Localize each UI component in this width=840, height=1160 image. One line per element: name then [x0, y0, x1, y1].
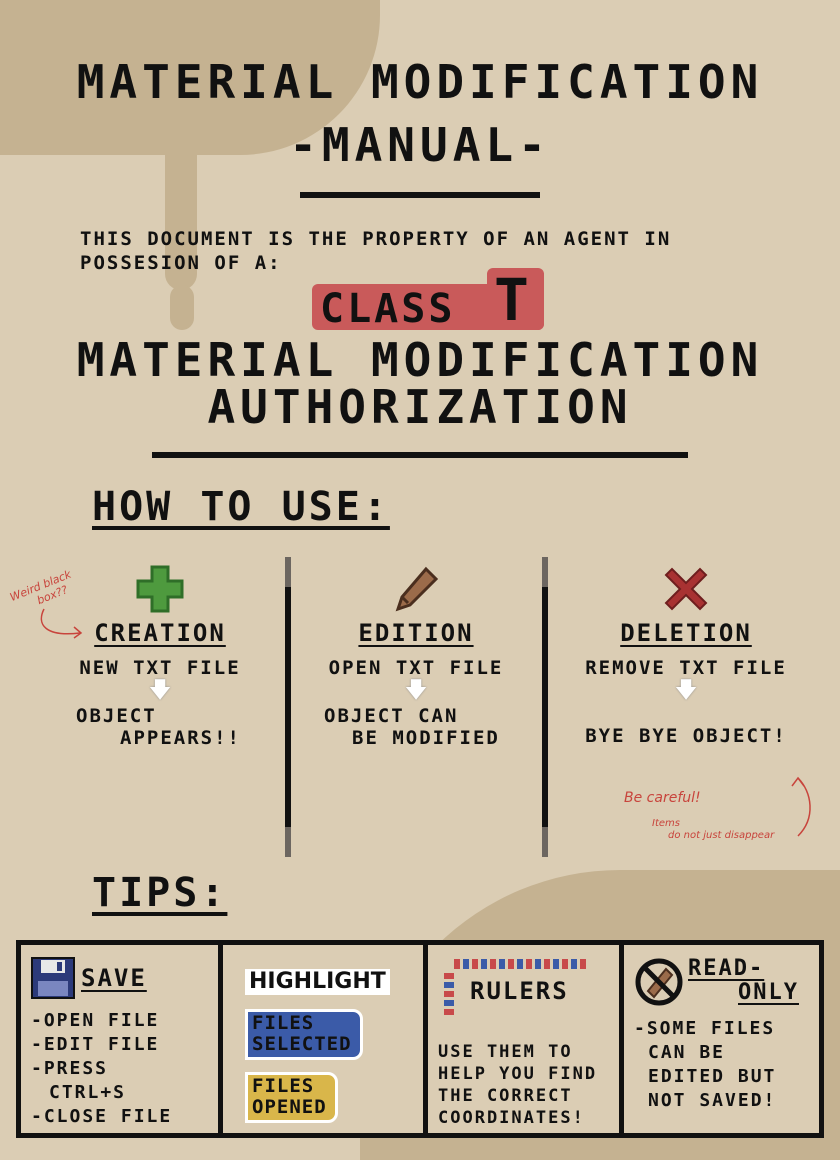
column-divider-1 [285, 557, 291, 857]
save-title: SAVE [81, 964, 147, 992]
save-step-3-keys: CTRL+S [49, 1082, 127, 1103]
tips-heading: TIPS: [92, 870, 228, 916]
down-arrow-icon: 🡇 [404, 678, 428, 703]
read-only-line-4: NOT SAVED! [648, 1090, 777, 1111]
tip-highlight: HIGHLIGHT FILES SELECTED FILES OPENED [223, 945, 428, 1133]
tip-save: SAVE -OPEN FILE -EDIT FILE -PRESS CTRL+S… [21, 945, 223, 1133]
column-divider-2 [542, 557, 548, 857]
deletion-column: DELETION REMOVE TXT FILE 🡇 BYE BYE OBJEC… [556, 565, 816, 747]
down-arrow-icon: 🡇 [148, 678, 172, 703]
down-arrow-icon: 🡇 [674, 678, 698, 703]
coffee-stain-drip [165, 140, 197, 290]
curved-arrow-icon [40, 608, 83, 639]
files-opened-tag: FILES OPENED [245, 1072, 338, 1123]
save-step-2: -EDIT FILE [31, 1034, 160, 1055]
deletion-result-2: BYE BYE OBJECT! [585, 725, 787, 747]
class-letter: T [494, 266, 531, 334]
rulers-line-1: USE THEM TO [438, 1042, 573, 1062]
authorization-line-1: MATERIAL MODIFICATION [76, 333, 764, 387]
creation-label: CREATION [94, 619, 226, 647]
authorization-line-2: AUTHORIZATION [207, 380, 633, 434]
creation-result-1: OBJECT [76, 705, 157, 727]
save-step-3: -PRESS [31, 1058, 109, 1079]
rulers-line-4: COORDINATES! [438, 1108, 585, 1128]
creation-action: NEW TXT FILE [79, 657, 241, 679]
read-only-title-2: ONLY [738, 980, 799, 1005]
no-edit-icon [635, 958, 683, 1006]
save-step-1: -OPEN FILE [31, 1010, 160, 1031]
edition-column: EDITION OPEN TXT FILE 🡇 OBJECT CAN BE MO… [286, 565, 546, 749]
page-subtitle: -MANUAL- [289, 118, 551, 172]
class-badge: CLASS T [312, 266, 544, 334]
read-only-title-1: READ- [688, 956, 765, 981]
edition-result-1: OBJECT CAN [324, 705, 459, 727]
note-items: Items [652, 818, 680, 829]
highlight-title: HIGHLIGHT [245, 969, 390, 995]
how-to-use-heading: HOW TO USE: [92, 484, 390, 530]
floppy-disk-icon [31, 957, 75, 999]
title-divider [300, 192, 540, 198]
deletion-label: DELETION [620, 619, 752, 647]
note-be-careful: Be careful! [624, 790, 701, 806]
rulers-line-2: HELP YOU FIND [438, 1064, 598, 1084]
pencil-icon [392, 565, 440, 613]
read-only-line-2: CAN BE [648, 1042, 726, 1063]
creation-result-2: APPEARS!! [120, 727, 241, 749]
save-step-4: -CLOSE FILE [31, 1106, 173, 1127]
class-word: CLASS [320, 286, 456, 332]
tips-panel: SAVE -OPEN FILE -EDIT FILE -PRESS CTRL+S… [16, 940, 824, 1138]
note-disappear: do not just disappear [668, 830, 775, 841]
deletion-action: REMOVE TXT FILE [585, 657, 787, 679]
curved-arrow-icon [791, 776, 811, 837]
red-x-icon [662, 565, 710, 613]
vertical-ruler-icon [444, 973, 454, 1017]
creation-column: CREATION NEW TXT FILE 🡇 OBJECT APPEARS!! [30, 565, 290, 749]
files-selected-tag: FILES SELECTED [245, 1009, 363, 1060]
rulers-line-3: THE CORRECT [438, 1086, 573, 1106]
horizontal-ruler-icon [454, 959, 586, 969]
rulers-title: RULERS [470, 977, 569, 1005]
green-plus-icon [136, 565, 184, 613]
tip-rulers: RULERS USE THEM TO HELP YOU FIND THE COR… [428, 945, 624, 1133]
property-line-2: POSSESION OF A: [80, 252, 282, 274]
authorization-divider [152, 452, 688, 458]
property-line-1: THIS DOCUMENT IS THE PROPERTY OF AN AGEN… [80, 228, 672, 250]
coffee-stain-top [0, 0, 380, 155]
deletion-result-1 [556, 705, 816, 725]
read-only-line-1: -SOME FILES [634, 1018, 776, 1039]
edition-label: EDITION [358, 619, 474, 647]
edition-result-2: BE MODIFIED [352, 727, 500, 749]
tip-read-only: READ- ONLY -SOME FILES CAN BE EDITED BUT… [624, 945, 819, 1133]
edition-action: OPEN TXT FILE [328, 657, 504, 679]
page-title: MATERIAL MODIFICATION [76, 55, 764, 109]
coffee-stain-drop [170, 285, 194, 330]
read-only-line-3: EDITED BUT [648, 1066, 777, 1087]
